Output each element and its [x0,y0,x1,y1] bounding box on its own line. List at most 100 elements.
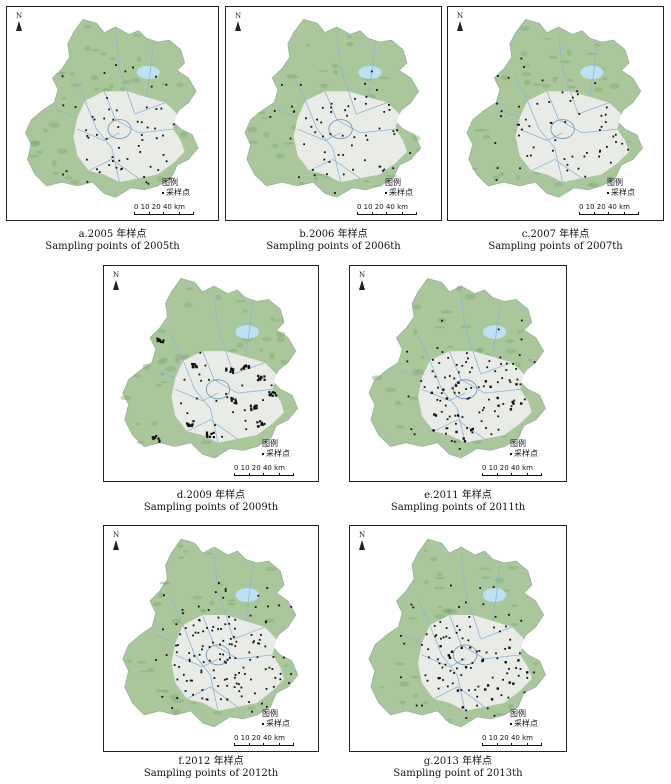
sampling-point [314,131,317,134]
sampling-point [249,614,252,617]
plain-area [418,615,532,711]
sampling-point [518,105,521,108]
sampling-point [436,658,439,661]
district-boundary [293,75,306,101]
sampling-point [214,424,216,426]
terrain-shade [527,358,534,362]
sampling-point [441,319,443,322]
sampling-point [86,135,89,137]
sampling-point [117,126,120,128]
map-caption: c.2007 年样点 Sampling points of 2007th [447,229,664,253]
point-symbol-icon [510,453,512,455]
map-caption: e.2011 年样点 Sampling points of 2011th [349,490,567,514]
sampling-point [469,371,471,374]
sampling-point [265,705,268,708]
sampling-point [470,386,473,389]
sampling-point [410,428,413,431]
beijing-map [120,278,299,459]
district-boundary [460,293,474,352]
terrain-shade [399,681,409,687]
terrain-shade [212,711,223,715]
district-boundary [492,562,501,622]
caption-en: Sampling points of 2011th [390,502,526,513]
terrain-shade [553,76,558,80]
terrain-shade [157,359,167,365]
sampling-point [496,167,499,169]
sampling-point [200,379,202,382]
sampling-point [145,181,148,184]
sampling-point [290,673,292,675]
sampling-point [279,672,282,675]
sampling-point [230,367,233,370]
sampling-point [260,376,263,379]
sampling-point [468,397,471,399]
sampling-point [462,437,465,440]
terrain-shade [163,582,169,585]
sampling-point [496,687,499,690]
terrain-shade [191,595,203,600]
scale-labels: 0 10 20 40 km [234,464,285,472]
sampling-point [508,379,511,382]
sampling-point [254,692,256,695]
sampling-point [497,428,500,431]
sampling-point [310,125,313,128]
sampling-point [112,160,114,162]
sampling-point [342,154,345,156]
terrain-shade [162,82,167,86]
sampling-point [599,149,601,152]
terrain-shade [494,577,504,583]
sampling-point [218,582,220,584]
sampling-point [365,134,367,137]
terrain-shade [482,134,491,139]
sampling-point [364,159,366,162]
scale-graphic [134,212,194,215]
sampling-point [140,134,143,136]
sampling-point [466,427,468,430]
terrain-shade [152,602,163,607]
sampling-point [226,658,229,661]
sampling-point [392,130,395,133]
sampling-point [258,377,261,380]
sampling-point [118,159,121,162]
terrain-shade [227,602,237,606]
sampling-point [208,646,211,648]
sampling-point [485,427,487,429]
sampling-point [370,70,373,73]
sampling-point [181,608,184,611]
terrain-shade [395,425,405,429]
sampling-point [483,406,485,409]
sampling-point [474,688,477,691]
sampling-point [577,167,580,170]
sampling-point [105,137,108,140]
sampling-point [460,646,463,649]
sampling-point [521,128,523,131]
scale-labels: 0 10 20 40 km [579,203,630,211]
sampling-point [477,685,480,688]
sampling-point [496,102,498,105]
sampling-point [440,637,442,640]
legend-item: 采样点 [510,449,538,459]
sampling-point [194,631,197,634]
sampling-point [494,615,497,618]
terrain-shade [399,700,406,705]
sampling-point [517,659,520,662]
sampling-point [245,365,248,368]
sampling-point [240,686,243,689]
terrain-shade [265,566,276,572]
sampling-point [621,142,624,145]
terrain-shade [147,667,155,673]
terrain-shade [136,440,144,445]
sampling-point [500,115,502,118]
sampling-point [445,432,447,435]
north-arrow: N [454,13,466,31]
terrain-shade [441,608,453,614]
sampling-point [106,97,108,99]
terrain-shade [321,83,328,89]
sampling-point [191,423,194,426]
sampling-point [211,629,214,632]
scale-bar: 0 10 20 40 km [482,464,542,476]
legend-item-label: 采样点 [514,719,538,728]
terrain-shade [151,421,159,426]
sampling-point [267,605,269,608]
sampling-point [184,690,187,692]
